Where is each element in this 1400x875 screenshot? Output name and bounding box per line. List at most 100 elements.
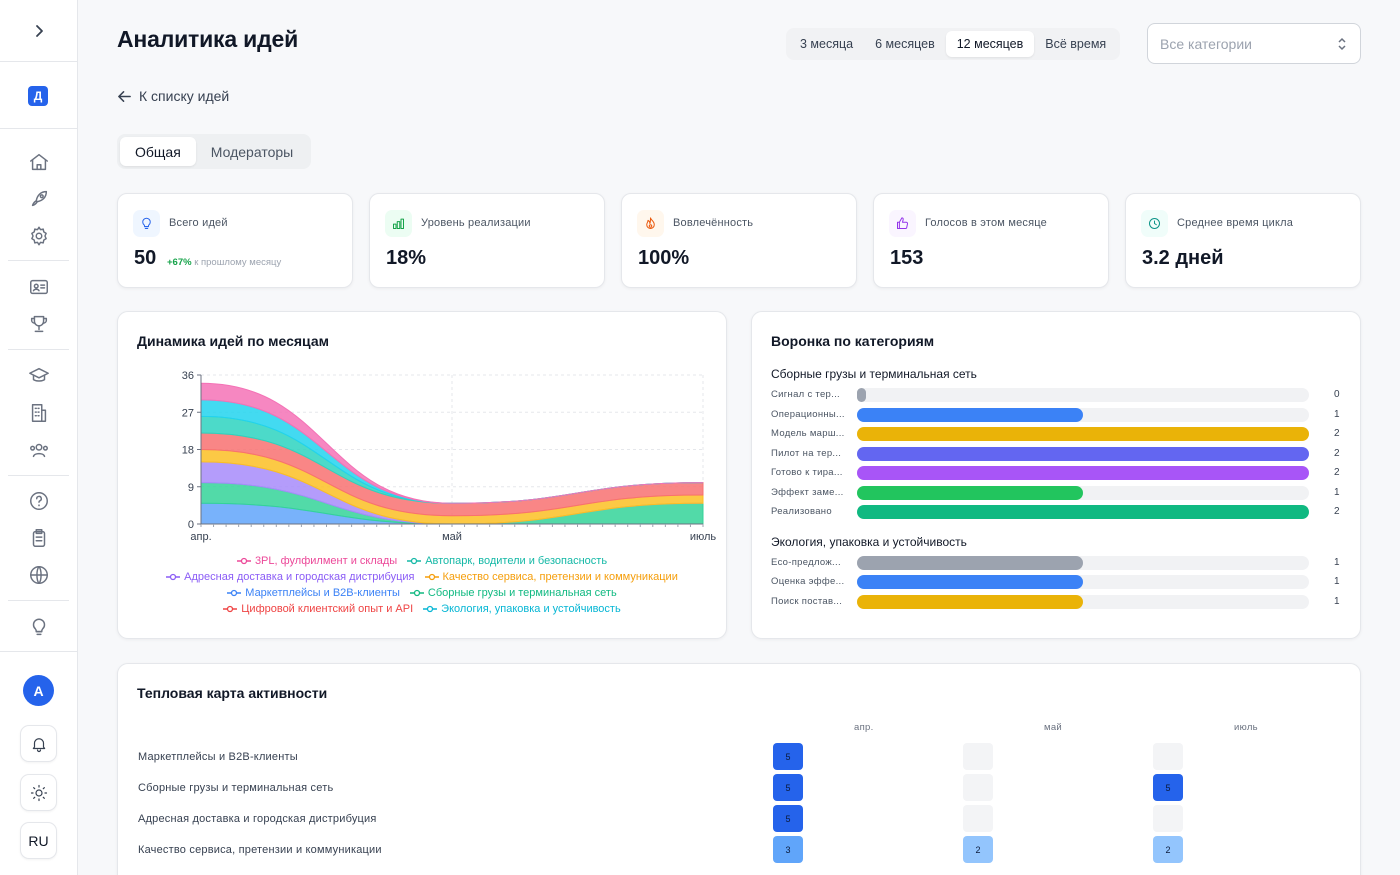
- clock-icon: [1141, 210, 1168, 237]
- funnel-bar: [857, 485, 1083, 500]
- heatmap-cell[interactable]: [1153, 743, 1183, 770]
- funnel-bar-track: [857, 446, 1309, 461]
- sidebar-divider: [0, 651, 78, 652]
- heatmap-cell[interactable]: [963, 774, 993, 801]
- avatar[interactable]: A: [23, 675, 54, 706]
- legend-item[interactable]: 3PL, фулфилмент и склады: [236, 553, 397, 569]
- heatmap-row-label: Качество сервиса, претензии и коммуникац…: [138, 844, 382, 856]
- heatmap-cell[interactable]: 5: [773, 805, 803, 832]
- theme-toggle-button[interactable]: [20, 774, 57, 811]
- legend-row: Маркетплейсы и B2B-клиенты Сборные грузы …: [118, 585, 726, 601]
- y-tick-label: 27: [182, 407, 194, 419]
- home-icon[interactable]: [28, 151, 50, 173]
- id-card-icon[interactable]: [28, 276, 50, 298]
- heatmap-cell[interactable]: [963, 805, 993, 832]
- funnel-stage-count: 1: [1334, 595, 1340, 607]
- period-6-months[interactable]: 6 месяцев: [875, 37, 935, 51]
- funnel-bar-track: [857, 594, 1309, 609]
- period-all-time[interactable]: Всё время: [1045, 37, 1107, 51]
- area-series[interactable]: [200, 382, 704, 504]
- legend-label: Адресная доставка и городская дистрибуци…: [184, 571, 415, 583]
- funnel-stage-row[interactable]: Реализовано 2: [771, 505, 1343, 519]
- heatmap-cell[interactable]: 5: [1153, 774, 1183, 801]
- back-to-ideas-link[interactable]: К списку идей: [117, 88, 229, 104]
- legend-label: Автопарк, водители и безопасность: [425, 555, 608, 567]
- heatmap-cell[interactable]: [1153, 805, 1183, 832]
- sidebar-divider: [0, 128, 78, 129]
- thumbs-up-icon: [889, 210, 916, 237]
- gear-icon[interactable]: [28, 225, 50, 247]
- heatmap-cell[interactable]: 3: [773, 836, 803, 863]
- heatmap-cell[interactable]: [963, 743, 993, 770]
- funnel-stage-row[interactable]: Эффект заме... 1: [771, 485, 1343, 500]
- funnel-stage-row[interactable]: Оценка эффе... 1: [771, 575, 1343, 589]
- heatmap-cell[interactable]: 2: [1153, 836, 1183, 863]
- legend-row: Адресная доставка и городская дистрибуци…: [118, 569, 726, 585]
- language-button[interactable]: RU: [20, 822, 57, 859]
- heatmap-cell[interactable]: 5: [773, 743, 803, 770]
- expand-sidebar-button[interactable]: [21, 13, 57, 49]
- legend-row: Цифровой клиентский опыт и API Экология, …: [118, 601, 726, 617]
- legend-item[interactable]: Экология, упаковка и устойчивость: [423, 601, 621, 617]
- notifications-button[interactable]: [20, 725, 57, 762]
- funnel-stage-label: Оценка эффе...: [771, 576, 845, 587]
- legend-item[interactable]: Автопарк, водители и безопасность: [407, 553, 607, 569]
- legend-item[interactable]: Цифровой клиентский опыт и API: [223, 601, 413, 617]
- funnel-stage-count: 1: [1334, 408, 1340, 420]
- period-3-months[interactable]: 3 месяца: [800, 37, 854, 51]
- legend-item[interactable]: Качество сервиса, претензии и коммуникац…: [424, 569, 678, 585]
- flame-icon: [637, 210, 664, 237]
- funnel-stage-row[interactable]: Eco-предлож... 1: [771, 555, 1343, 570]
- funnel-stage-row[interactable]: Сигнал с тер... 0: [771, 388, 1343, 402]
- legend-item[interactable]: Адресная доставка и городская дистрибуци…: [166, 569, 415, 585]
- funnel-bar-track: [857, 555, 1309, 570]
- legend-marker-icon: [236, 557, 251, 565]
- language-label: RU: [28, 832, 49, 849]
- funnel-stage-row[interactable]: Операционны... 1: [771, 407, 1343, 422]
- legend-item[interactable]: Маркетплейсы и B2B-клиенты: [227, 585, 400, 601]
- kpi-label: Уровень реализации: [421, 217, 531, 229]
- funnel-stage-row[interactable]: Пилот на тер... 2: [771, 446, 1343, 461]
- heatmap-cell[interactable]: 5: [773, 774, 803, 801]
- funnel-bar-track: [857, 575, 1309, 589]
- users-icon[interactable]: [28, 439, 50, 461]
- tab-general[interactable]: Общая: [120, 137, 196, 166]
- funnel-stage-count: 1: [1334, 576, 1340, 587]
- rocket-icon[interactable]: [28, 188, 50, 210]
- back-link-label: К списку идей: [139, 88, 230, 104]
- funnel-bar: [857, 407, 1083, 422]
- funnel-stage-label: Модель марш...: [771, 428, 845, 439]
- y-tick-label: 9: [188, 482, 194, 494]
- trophy-icon[interactable]: [28, 313, 50, 335]
- legend-item[interactable]: Сборные грузы и терминальная сеть: [409, 585, 617, 601]
- legend-marker-icon: [424, 573, 439, 581]
- kpi-label: Среднее время цикла: [1177, 217, 1294, 229]
- sidebar: Д A RU: [0, 0, 78, 875]
- kpi-value: 100%: [638, 247, 690, 269]
- clipboard-icon[interactable]: [28, 527, 50, 549]
- globe-icon[interactable]: [28, 564, 50, 586]
- period-12-months[interactable]: 12 месяцев: [945, 31, 1035, 57]
- funnel-stage-row[interactable]: Готово к тира... 2: [771, 466, 1343, 480]
- tab-moderators[interactable]: Модераторы: [210, 143, 294, 160]
- graduation-cap-icon[interactable]: [28, 365, 50, 387]
- funnel-stage-row[interactable]: Поиск постав... 1: [771, 594, 1343, 609]
- kpi-label: Всего идей: [169, 217, 228, 229]
- legend-label: Сборные грузы и терминальная сеть: [427, 587, 617, 599]
- funnel-bar-track: [857, 427, 1309, 441]
- help-icon[interactable]: [28, 490, 50, 512]
- heatmap-cell[interactable]: 2: [963, 836, 993, 863]
- category-select[interactable]: Все категории: [1147, 23, 1361, 64]
- funnel-stage-row[interactable]: Модель марш... 2: [771, 427, 1343, 441]
- sidebar-divider: [8, 349, 69, 350]
- building-icon[interactable]: [28, 402, 50, 424]
- y-tick-label: 18: [182, 445, 194, 457]
- funnel-bar: [857, 505, 1309, 519]
- y-tick-label: 36: [182, 370, 194, 382]
- funnel-stage-label: Операционны...: [771, 408, 845, 420]
- funnel-bar: [857, 427, 1309, 441]
- lightbulb-icon[interactable]: [28, 616, 50, 638]
- organization-badge[interactable]: Д: [28, 86, 48, 106]
- heatmap-row-label: Маркетплейсы и B2B-клиенты: [138, 751, 298, 763]
- funnel-bar: [857, 594, 1083, 609]
